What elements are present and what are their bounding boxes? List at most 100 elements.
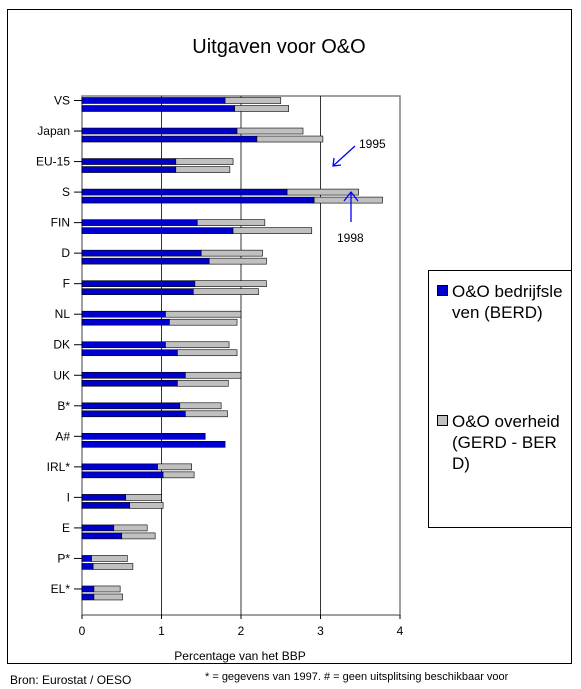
x-tick-label: 4 — [397, 624, 404, 638]
bar-berd-1995 — [81, 219, 198, 226]
bar-gerd-1998 — [256, 135, 324, 143]
category-label: DK — [53, 338, 70, 352]
legend-swatch-gerd — [437, 415, 448, 426]
bar-berd-1995 — [81, 585, 95, 593]
bar-berd-1998 — [81, 349, 178, 357]
bar-gerd-1998 — [208, 257, 267, 265]
bar-gerd-1998 — [234, 105, 290, 112]
category-label: UK — [53, 368, 70, 382]
bar-gerd-1998 — [313, 196, 383, 204]
bar-berd-1995 — [81, 341, 166, 349]
legend-label-berd: O&O bedrijfsleven (BERD) — [452, 282, 563, 322]
bar-gerd-1995 — [125, 494, 162, 501]
bar-berd-1995 — [81, 280, 196, 287]
bar-berd-1995 — [81, 433, 206, 440]
category-label: IRL* — [47, 460, 71, 474]
bar-berd-1995 — [81, 158, 177, 165]
bar-gerd-1995 — [179, 402, 222, 410]
category-label: NL — [55, 307, 71, 321]
category-label: P* — [57, 551, 70, 565]
annotation-1998: 1998 — [337, 231, 364, 245]
bar-gerd-1995 — [93, 585, 121, 593]
bar-berd-1998 — [81, 105, 235, 112]
bar-gerd-1998 — [92, 563, 134, 570]
bar-berd-1998 — [81, 288, 194, 295]
bar-berd-1998 — [81, 318, 170, 326]
bar-berd-1998 — [81, 593, 95, 601]
bar-gerd-1995 — [286, 188, 359, 196]
bar-gerd-1995 — [236, 127, 304, 135]
x-tick-label: 2 — [238, 624, 245, 638]
bar-berd-1998 — [81, 563, 94, 570]
bar-berd-1998 — [81, 257, 210, 265]
category-label: D — [61, 246, 70, 260]
bar-gerd-1998 — [169, 318, 238, 326]
bar-gerd-1998 — [129, 502, 164, 509]
bar-berd-1995 — [81, 524, 115, 532]
bar-gerd-1995 — [224, 97, 282, 104]
bar-gerd-1998 — [177, 349, 238, 357]
bar-berd-1995 — [81, 97, 226, 104]
bar-berd-1998 — [81, 532, 123, 540]
bar-gerd-1995 — [91, 555, 128, 562]
bar-berd-1995 — [81, 310, 166, 318]
bar-gerd-1998 — [185, 410, 228, 418]
bar-gerd-1995 — [165, 341, 230, 349]
bar-gerd-1995 — [196, 219, 266, 226]
x-tick-label: 0 — [79, 624, 86, 638]
bar-berd-1998 — [81, 441, 226, 448]
bar-gerd-1995 — [157, 463, 193, 471]
annotation-1998-arrow — [343, 190, 359, 222]
legend-swatch-berd — [437, 285, 448, 296]
bar-gerd-1995 — [113, 524, 148, 532]
bar-gerd-1998 — [193, 288, 259, 295]
bar-berd-1995 — [81, 371, 186, 379]
category-label: B* — [57, 399, 70, 413]
bar-berd-1995 — [81, 494, 127, 501]
bar-gerd-1995 — [194, 280, 267, 287]
category-label: EU-15 — [36, 155, 70, 169]
bar-gerd-1998 — [162, 471, 195, 479]
bar-gerd-1995 — [200, 249, 263, 257]
bar-berd-1998 — [81, 196, 315, 204]
bar-berd-1998 — [81, 410, 186, 418]
bar-gerd-1998 — [232, 227, 313, 234]
bar-berd-1998 — [81, 227, 234, 234]
bar-berd-1995 — [81, 402, 181, 410]
bar-gerd-1995 — [185, 371, 242, 379]
category-label: S — [62, 185, 70, 199]
category-label: A# — [55, 429, 70, 443]
bar-gerd-1998 — [177, 379, 229, 387]
bar-berd-1998 — [81, 135, 258, 143]
annotation-1995: 1995 — [359, 137, 386, 151]
bar-berd-1995 — [81, 463, 158, 471]
category-label: Japan — [37, 124, 70, 138]
bar-berd-1998 — [81, 471, 164, 479]
bar-gerd-1995 — [165, 310, 242, 318]
bar-berd-1995 — [81, 555, 92, 562]
category-label: I — [67, 490, 70, 504]
chart-title: Uitgaven voor O&O — [192, 36, 365, 58]
legend: O&O bedrijfsleven (BERD) O&O overheid (G… — [428, 270, 572, 528]
category-label: VS — [54, 94, 70, 108]
category-label: FIN — [51, 216, 70, 230]
bar-gerd-1995 — [175, 158, 234, 165]
bar-gerd-1998 — [93, 593, 123, 601]
bar-berd-1998 — [81, 166, 177, 173]
bar-berd-1995 — [81, 188, 288, 196]
bar-gerd-1998 — [121, 532, 156, 540]
category-label: E — [62, 521, 70, 535]
x-axis-label: Percentage van het BBP — [174, 649, 305, 663]
category-label: F — [63, 277, 70, 291]
category-label: EL* — [51, 582, 71, 596]
x-tick-label: 1 — [158, 624, 165, 638]
bar-berd-1998 — [81, 502, 131, 509]
bar-berd-1998 — [81, 379, 178, 387]
source-note: Bron: Eurostat / OESO — [10, 673, 132, 687]
bar-gerd-1998 — [175, 166, 231, 173]
legend-label-gerd: O&O overheid (GERD - BERD) — [452, 412, 560, 473]
footnote: * = gegevens van 1997. # = geen uitsplit… — [205, 671, 509, 683]
bar-berd-1995 — [81, 127, 238, 135]
x-tick-label: 3 — [317, 624, 324, 638]
